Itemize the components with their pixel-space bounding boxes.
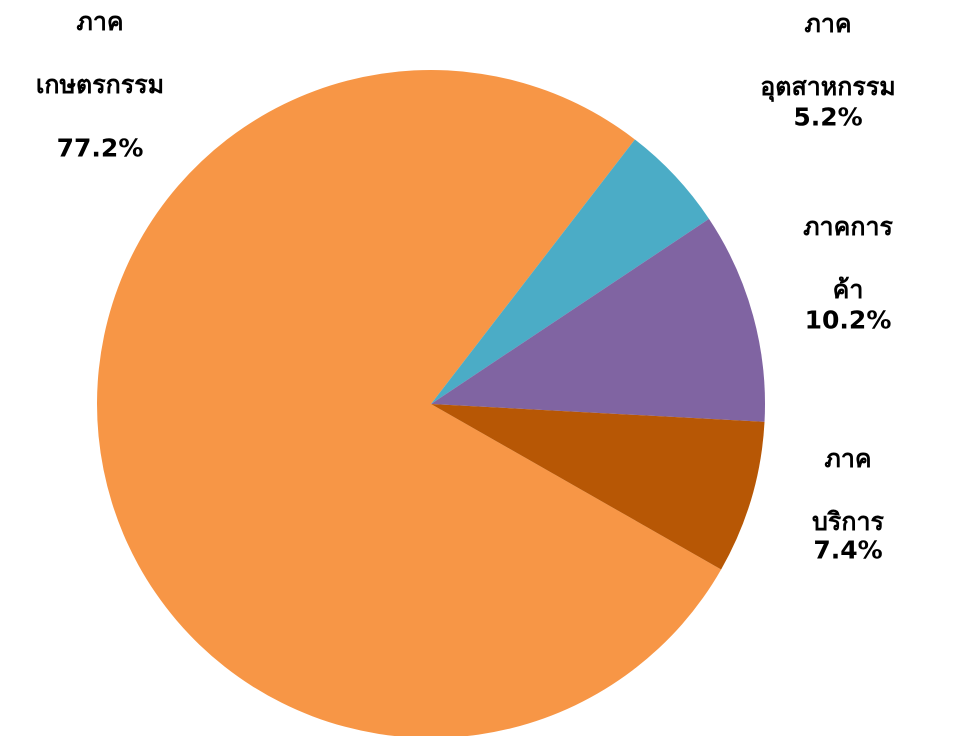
pie-slice: [431, 218, 765, 422]
slice-value-label: 5.2%: [793, 102, 863, 132]
slice-label: ภาค เกษตรกรรม: [35, 7, 165, 99]
slice-value-label: 77.2%: [56, 133, 144, 163]
slice-value-label: 10.2%: [804, 305, 892, 335]
slice-label: ภาคบริการ: [812, 444, 884, 536]
pie-slice: [431, 139, 710, 404]
slice-label: ภาคอุตสาหกรรม: [760, 9, 896, 101]
slice-value-label: 7.4%: [813, 535, 883, 565]
pie-slice: [431, 404, 765, 570]
pie-slice: [97, 70, 722, 736]
slice-label: ภาคการค้า: [803, 212, 893, 304]
